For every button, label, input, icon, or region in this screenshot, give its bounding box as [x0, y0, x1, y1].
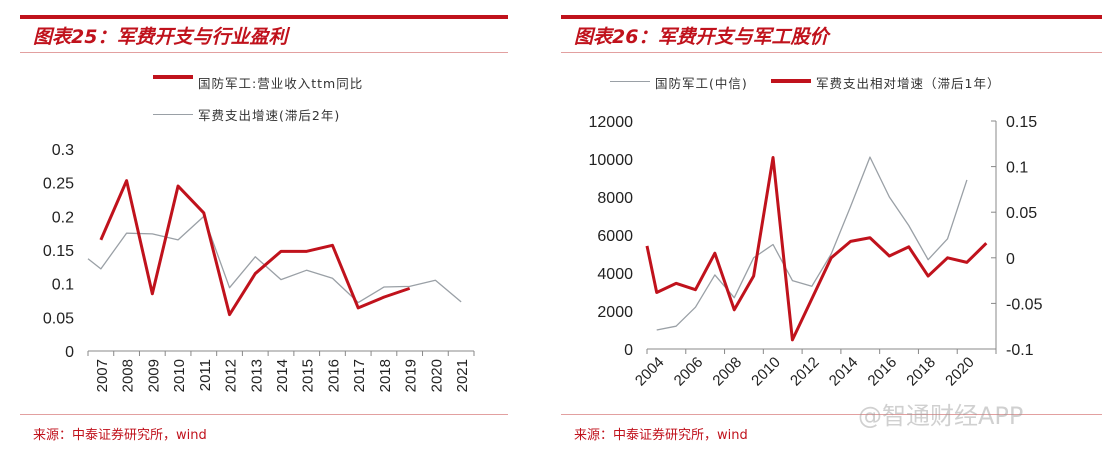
title-rule	[20, 52, 508, 53]
x-tick-label: 2016	[325, 359, 342, 392]
x-tick-label: 2012	[223, 359, 240, 392]
x-tick-label: 2015	[300, 359, 317, 392]
series-line-red	[99, 179, 411, 317]
x-tick-label: 2018	[903, 354, 939, 390]
y-tick-label: 0.25	[43, 176, 74, 193]
y-tick-label: 0.05	[43, 310, 74, 327]
y-tick-label: 6000	[597, 228, 633, 245]
legend-label: 国防军工:营业收入ttm同比	[198, 76, 364, 91]
chart-title: 图表26：军费开支与军工股价	[574, 26, 829, 48]
y-tick-label: 0.3	[52, 142, 74, 159]
source-note: 来源：中泰证券研究所，wind	[574, 428, 748, 443]
x-tick-label: 2013	[248, 359, 265, 392]
x-tick-label: 2008	[709, 354, 745, 390]
x-tick-label: 2004	[632, 354, 668, 390]
x-tick-label: 2007	[94, 359, 111, 392]
legend-label: 军费支出增速(滞后2年)	[198, 108, 341, 123]
y-tick-label: 0	[65, 344, 74, 361]
y-tick-label: 8000	[597, 190, 633, 207]
source-note: 来源：中泰证券研究所，wind	[33, 428, 207, 443]
y-tick-label: 4000	[597, 266, 633, 283]
x-tick-label: 2011	[197, 359, 214, 391]
legend-label: 国防军工(中信)	[655, 76, 748, 91]
x-tick-label: 2010	[748, 354, 784, 390]
y2-tick-label: 0	[1006, 251, 1015, 268]
x-tick-label: 2021	[454, 359, 471, 392]
y-tick-label: 0.1	[52, 277, 74, 294]
x-tick-label: 2008	[120, 359, 137, 392]
x-tick-label: 2006	[671, 354, 707, 390]
y-tick-label: 0.15	[43, 243, 74, 260]
y-tick-label: 10000	[589, 152, 634, 169]
legend-label: 军费支出相对增速（滞后1年）	[816, 76, 1001, 91]
title-rule	[561, 52, 1102, 53]
x-tick-label: 2014	[826, 354, 862, 390]
x-tick-label: 2010	[171, 359, 188, 392]
x-tick-label: 2020	[428, 359, 445, 392]
x-tick-label: 2014	[274, 359, 291, 392]
x-tick-label: 2018	[377, 359, 394, 392]
legend-swatch-gray	[153, 114, 193, 115]
y2-tick-label: 0.15	[1006, 114, 1037, 131]
y-tick-label: 0.2	[52, 209, 74, 226]
y-tick-label: 0	[624, 342, 633, 359]
x-tick-label: 2009	[145, 359, 162, 392]
x-tick-label: 2016	[865, 354, 901, 390]
series-line-gray	[656, 156, 968, 331]
footer-rule	[20, 414, 508, 415]
header-rule	[561, 15, 1102, 19]
chart-plot: 0 2000 4000 6000 8000 10000 12000 -0.1 -0.05 0 0.0…	[589, 114, 1043, 390]
y-tick-label: 12000	[589, 114, 634, 131]
legend-swatch-red	[771, 79, 811, 83]
x-tick-label: 2012	[787, 354, 823, 390]
y2-tick-label: -0.05	[1006, 296, 1043, 313]
series-line-red	[645, 155, 988, 342]
chart-title: 图表25：军费开支与行业盈利	[33, 26, 288, 48]
watermark: @智通财经APP	[858, 402, 1024, 430]
chart-plot: 0 0.05 0.1 0.15 0.2 0.25 0.3 2007 2008 2009 2010 20…	[43, 142, 475, 392]
x-tick-label: 2020	[942, 354, 978, 390]
footer-rule	[561, 414, 1102, 415]
x-tick-label: 2017	[351, 359, 368, 392]
legend-swatch-red	[153, 75, 193, 79]
y-tick-label: 2000	[597, 304, 633, 321]
x-tick-label: 2019	[403, 359, 420, 392]
y2-tick-label: -0.1	[1006, 342, 1034, 359]
y2-tick-label: 0.05	[1006, 205, 1037, 222]
legend-swatch-gray	[610, 81, 650, 82]
header-rule	[20, 15, 508, 19]
y2-tick-label: 0.1	[1006, 160, 1028, 177]
